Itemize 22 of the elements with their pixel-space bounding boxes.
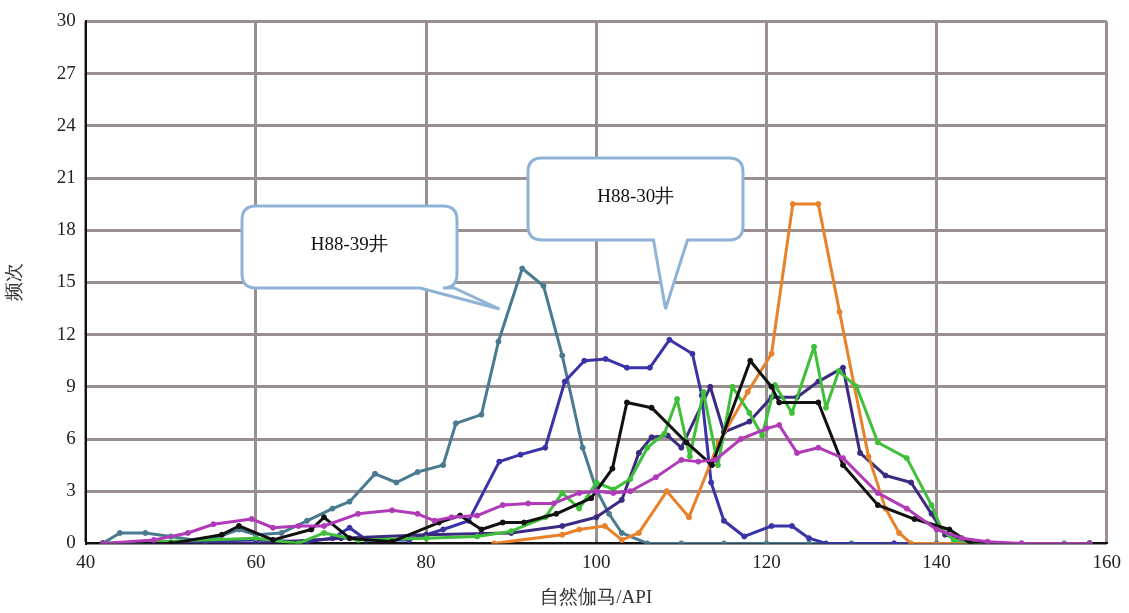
x-tick-label: 40	[76, 550, 96, 572]
y-tick-label: 15	[56, 270, 76, 292]
x-tick-label: 80	[416, 550, 436, 572]
annotation: H88-30井	[596, 183, 676, 208]
y-tick-label: 9	[66, 374, 76, 396]
x-tick-label: 120	[752, 550, 781, 572]
y-tick-label: 27	[56, 61, 76, 83]
y-tick-label: 3	[66, 479, 76, 501]
x-tick-label: 160	[1092, 550, 1121, 572]
y-tick-label: 0	[66, 531, 76, 553]
y-axis-title: 频次	[3, 263, 25, 302]
x-axis-title: 自然伽马/API	[540, 585, 653, 607]
y-tick-label: 12	[56, 322, 76, 344]
x-tick-label: 140	[922, 550, 951, 572]
y-tick-label: 18	[56, 218, 76, 240]
y-tick-label: 24	[56, 113, 77, 135]
annotation: H88-39井	[309, 231, 389, 256]
y-tick-label: 6	[66, 426, 76, 448]
x-tick-label: 60	[246, 550, 266, 572]
y-tick-label: 21	[56, 165, 76, 187]
x-tick-label: 100	[582, 550, 611, 572]
y-tick-label: 30	[56, 9, 76, 31]
